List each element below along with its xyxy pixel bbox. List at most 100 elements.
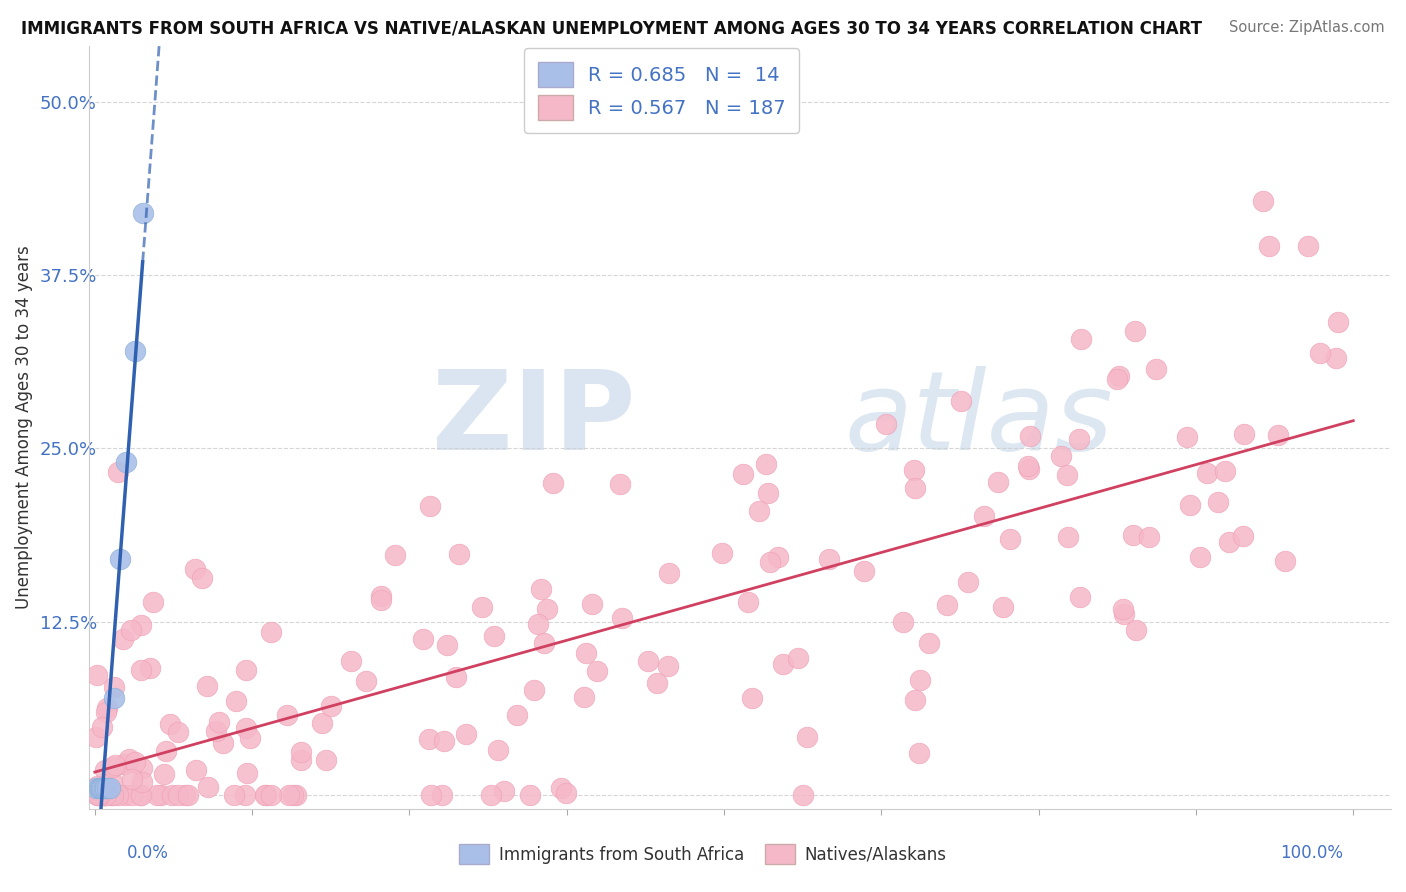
Point [90,788,112,802]
Point [1144,362,1167,376]
Point [1188,550,1211,565]
Point [233,788,256,802]
Point [184,763,207,777]
Point [239,731,262,746]
Point [131,775,153,789]
Point [1213,464,1236,478]
Point [796,730,818,744]
Point [1112,602,1135,616]
Point [89,788,111,802]
Point [711,546,734,560]
Point [1251,194,1274,208]
Point [370,589,392,603]
Point [91,781,114,796]
Point [904,693,927,707]
Point [276,708,298,723]
Point [290,745,312,759]
Text: Source: ZipAtlas.com: Source: ZipAtlas.com [1229,20,1385,35]
Point [436,638,458,652]
Point [991,600,1014,615]
Point [1017,459,1039,474]
Point [315,753,337,767]
Point [191,571,214,585]
Point [138,661,160,675]
Point [1208,494,1230,508]
Point [950,394,973,409]
Point [1267,428,1289,442]
Point [1258,239,1281,253]
Point [1137,530,1160,544]
Point [235,663,257,677]
Point [1324,351,1347,365]
Point [586,664,609,678]
Point [536,602,558,616]
Point [420,788,443,802]
Point [522,682,544,697]
Point [637,654,659,668]
Point [756,486,779,500]
Point [370,592,392,607]
Point [166,788,188,802]
Point [339,654,361,668]
Point [290,753,312,767]
Point [107,465,129,479]
Point [112,632,135,646]
Point [973,508,995,523]
Point [486,743,509,757]
Text: atlas: atlas [844,367,1112,474]
Legend: Immigrants from South Africa, Natives/Alaskans: Immigrants from South Africa, Natives/Al… [453,838,953,871]
Point [94,781,117,796]
Point [904,481,927,495]
Point [153,767,176,781]
Point [412,632,434,647]
Point [155,743,177,757]
Point [101,775,124,789]
Point [311,715,333,730]
Point [104,757,127,772]
Point [731,467,754,481]
Point [1178,498,1201,512]
Point [94,788,117,802]
Point [91,720,114,734]
Point [319,699,342,714]
Point [101,760,124,774]
Point [787,650,810,665]
Point [167,725,190,739]
Point [235,721,257,735]
Point [354,674,377,689]
Point [84,730,107,744]
Point [574,690,596,705]
Point [935,598,957,612]
Point [96,781,118,796]
Point [225,694,247,708]
Point [212,735,235,749]
Point [98,788,121,802]
Point [254,788,277,802]
Point [115,455,138,469]
Point [159,717,181,731]
Point [1070,332,1092,346]
Point [253,788,276,802]
Point [93,788,115,802]
Point [479,788,502,802]
Point [108,552,131,566]
Point [533,636,555,650]
Point [575,646,598,660]
Point [384,548,406,562]
Point [918,636,941,650]
Point [103,691,125,706]
Point [612,611,634,625]
Point [283,788,305,802]
Point [772,657,794,671]
Point [1056,467,1078,482]
Point [1175,430,1198,444]
Point [1108,368,1130,383]
Point [107,788,129,802]
Point [103,680,125,694]
Point [86,668,108,682]
Point [278,788,301,802]
Point [1000,532,1022,546]
Point [197,780,219,795]
Point [1069,432,1091,446]
Point [121,772,143,786]
